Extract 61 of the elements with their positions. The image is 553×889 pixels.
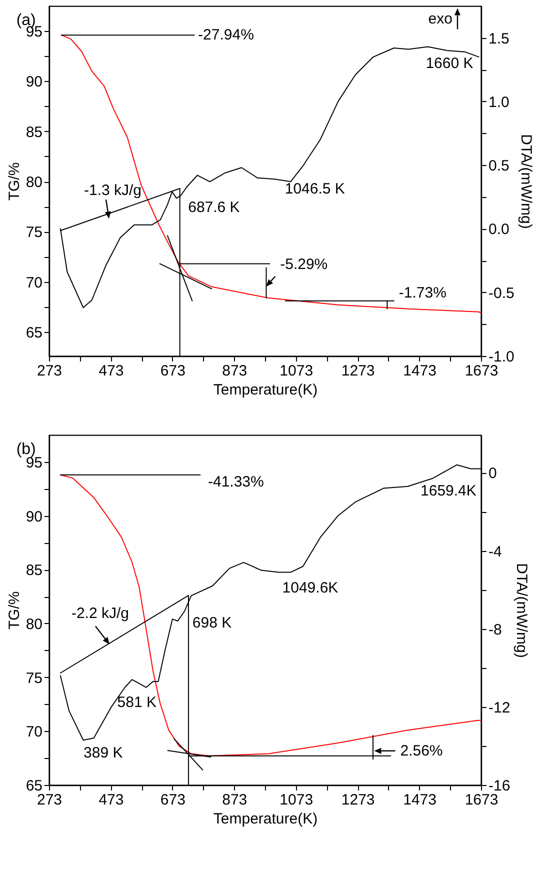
x-tick-label: 1073 (280, 792, 314, 808)
y2-tick-label: 1.5 (488, 30, 510, 48)
y2-tick-label: -1.0 (488, 348, 514, 366)
annotation: 1046.5 K (284, 180, 345, 198)
annotation: -2.2 kJ/g (71, 604, 129, 622)
x-axis-title: Temperature(K) (213, 810, 318, 828)
y2-tick-label: -16 (488, 778, 510, 794)
y2-tick-label: 0 (488, 465, 497, 482)
annotation: 698 K (192, 614, 232, 632)
x-tick-label: 273 (36, 792, 62, 808)
y2-tick-label: 0.0 (488, 221, 510, 238)
annotation: 1660 K (426, 55, 474, 72)
annotation: -5.29% (280, 256, 328, 273)
annotation: 389 K (84, 744, 123, 762)
y-tick-label: 75 (26, 224, 42, 242)
x-tick-label: 673 (160, 792, 186, 808)
x-axis-title: Temperature(K) (213, 382, 318, 398)
x-tick-label: 273 (36, 362, 62, 380)
annotation: 1659.4K (420, 482, 476, 500)
y2-axis-title: DTA/(mW/mg) (513, 563, 530, 658)
y-axis-title: TG/% (6, 591, 23, 630)
y-tick-label: 80 (26, 616, 42, 633)
y-tick-label: 65 (26, 324, 42, 342)
x-tick-label: 1273 (341, 792, 375, 808)
x-tick-label: 473 (98, 792, 124, 808)
x-tick-label: 873 (222, 792, 248, 808)
x-tick-label: 1473 (403, 362, 436, 380)
y2-tick-label: -4 (488, 543, 502, 560)
y-tick-label: 85 (26, 562, 42, 580)
x-tick-label: 1273 (341, 362, 375, 380)
x-tick-label: 1073 (280, 362, 314, 380)
y-tick-label: 90 (26, 508, 42, 526)
annotation: 687.6 K (188, 198, 240, 216)
annotation: 2.56% (400, 742, 443, 760)
y2-tick-label: 0.5 (488, 158, 510, 175)
x-tick-label: 473 (98, 362, 124, 380)
annotation: -27.94% (198, 26, 254, 44)
y2-tick-label: 1.0 (488, 94, 510, 111)
x-tick-label: 1673 (464, 362, 498, 380)
annotation: -1.3 kJ/g (84, 182, 142, 200)
y-tick-label: 75 (26, 670, 42, 687)
y2-tick-label: -0.5 (488, 284, 514, 302)
annotation: -1.73% (398, 284, 446, 302)
y-tick-label: 90 (26, 74, 42, 91)
y-tick-label: 85 (26, 124, 42, 141)
x-tick-label: 1673 (464, 792, 498, 808)
x-tick-label: 1473 (403, 792, 436, 808)
x-tick-label: 673 (160, 362, 186, 380)
y-tick-label: 70 (26, 274, 42, 292)
y-tick-label: 70 (26, 724, 42, 741)
annotation: 1049.6K (282, 579, 338, 596)
y-tick-label: 65 (26, 778, 42, 794)
y2-axis-title: DTA/(mW/mg) (517, 134, 534, 229)
y-axis-title: TG/% (6, 162, 23, 201)
annotation: exo (428, 10, 452, 28)
annotation: -41.33% (208, 474, 264, 491)
x-tick-label: 873 (222, 362, 248, 380)
y-tick-label: 80 (26, 174, 42, 191)
annotation: 581 K (117, 694, 156, 712)
y2-tick-label: -12 (488, 699, 510, 716)
y2-tick-label: -8 (488, 621, 502, 638)
